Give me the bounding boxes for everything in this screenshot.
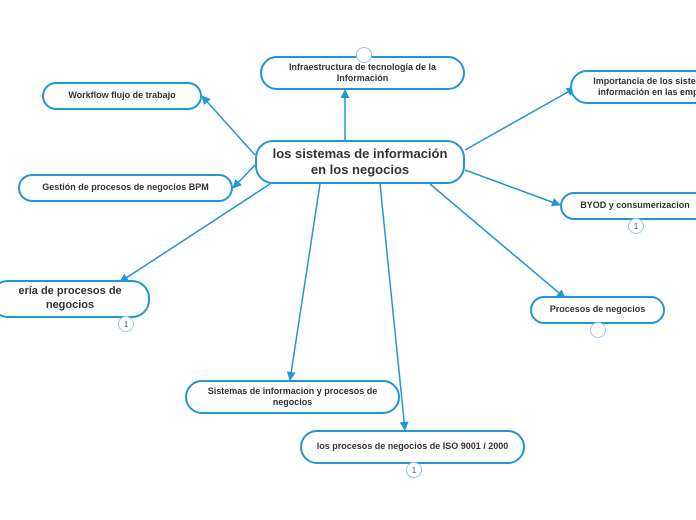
node-label: Sistemas de informacion y procesos de ne… xyxy=(199,386,386,409)
badge-infra xyxy=(356,47,372,63)
node-label: los procesos de negocios de ISO 9001 / 2… xyxy=(317,441,509,452)
badge-byod: 1 xyxy=(628,218,644,234)
node-reingenieria[interactable]: ería de procesos de negocios xyxy=(0,280,150,318)
node-label: BYOD y consumerizacion xyxy=(580,200,690,211)
node-label: Procesos de negocios xyxy=(550,304,646,315)
node-label: Gestión de procesos de negocios BPM xyxy=(42,182,209,193)
node-iso[interactable]: los procesos de negocios de ISO 9001 / 2… xyxy=(300,430,525,464)
center-node[interactable]: los sistemas de información en los negoc… xyxy=(255,140,465,184)
node-workflow[interactable]: Workflow flujo de trabajo xyxy=(42,82,202,110)
edge-sistemas-proc xyxy=(290,184,320,380)
badge-iso: 1 xyxy=(406,462,422,478)
edge-procesos xyxy=(430,184,565,298)
node-label: Importancia de los sistemas de informaci… xyxy=(584,76,696,99)
edge-workflow xyxy=(202,96,255,155)
edge-importancia xyxy=(465,88,575,150)
node-label: los sistemas de información en los negoc… xyxy=(269,146,451,179)
badge-reingenieria: 1 xyxy=(118,316,134,332)
node-label: ería de procesos de negocios xyxy=(4,285,136,313)
edge-bpm xyxy=(233,165,255,188)
node-sistemas-proc[interactable]: Sistemas de informacion y procesos de ne… xyxy=(185,380,400,414)
node-label: Workflow flujo de trabajo xyxy=(68,90,175,101)
node-label: Infraestructura de tecnología de la Info… xyxy=(274,62,451,85)
node-procesos[interactable]: Procesos de negocios xyxy=(530,296,665,324)
edge-byod xyxy=(465,170,560,205)
node-importancia[interactable]: Importancia de los sistemas de informaci… xyxy=(570,70,696,104)
node-byod[interactable]: BYOD y consumerizacion xyxy=(560,192,696,220)
node-bpm[interactable]: Gestión de procesos de negocios BPM xyxy=(18,174,233,202)
badge-procesos xyxy=(590,322,606,338)
